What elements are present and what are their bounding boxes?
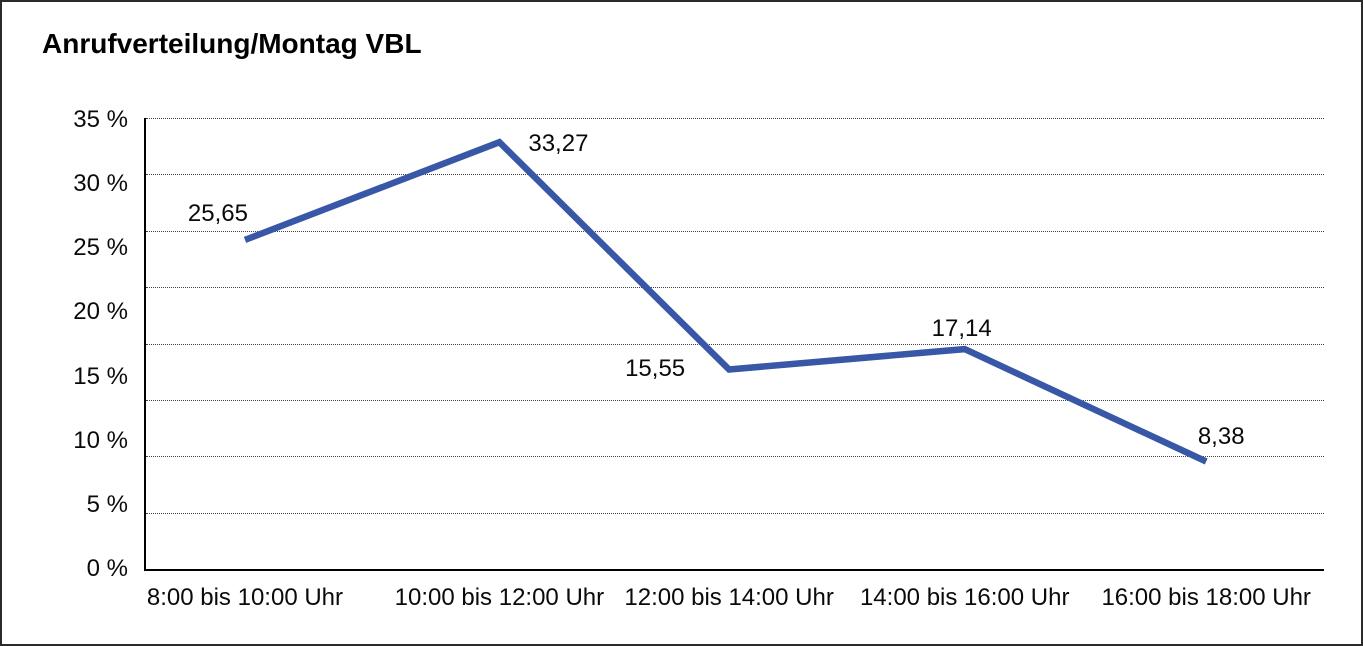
data-point-label: 33,27 bbox=[528, 130, 589, 158]
x-axis-label: 10:00 bis 12:00 Uhr bbox=[394, 584, 605, 611]
y-tick-label: 20 % bbox=[73, 298, 128, 326]
data-line bbox=[243, 138, 1208, 465]
y-tick-label: 35 % bbox=[73, 106, 128, 133]
gridline bbox=[146, 118, 1324, 119]
y-tick-label: 0 % bbox=[86, 555, 128, 582]
line-series-svg bbox=[243, 138, 1208, 465]
gridline bbox=[146, 230, 1324, 232]
data-point-label: 15,55 bbox=[625, 354, 686, 382]
x-axis-label: 16:00 bis 18:00 Uhr bbox=[1101, 584, 1311, 611]
y-tick-label: 5 % bbox=[86, 490, 128, 518]
gridline bbox=[146, 512, 1324, 514]
x-axis-label: 12:00 bis 14:00 Uhr bbox=[624, 584, 834, 611]
y-tick-label: 15 % bbox=[73, 362, 128, 390]
data-point-label: 25,65 bbox=[187, 199, 248, 227]
gridline bbox=[146, 456, 1324, 458]
gridline bbox=[146, 343, 1324, 345]
data-point-label: 17,14 bbox=[931, 315, 992, 343]
y-tick-label: 25 % bbox=[73, 234, 128, 262]
gridline bbox=[146, 399, 1324, 401]
x-axis-label: 14:00 bis 16:00 Uhr bbox=[859, 584, 1070, 611]
y-tick-label: 10 % bbox=[73, 426, 128, 454]
y-tick-label: 30 % bbox=[73, 170, 128, 198]
plot-area: 25,65 33,27 15,55 17,14 8,38 bbox=[144, 118, 1324, 571]
gridline bbox=[146, 174, 1324, 176]
gridline bbox=[146, 287, 1324, 289]
x-axis-label: 8:00 bis 10:00 Uhr bbox=[146, 584, 343, 611]
data-point-label: 8,38 bbox=[1197, 423, 1245, 451]
chart-title: Anrufverteilung/Montag VBL bbox=[42, 28, 422, 59]
